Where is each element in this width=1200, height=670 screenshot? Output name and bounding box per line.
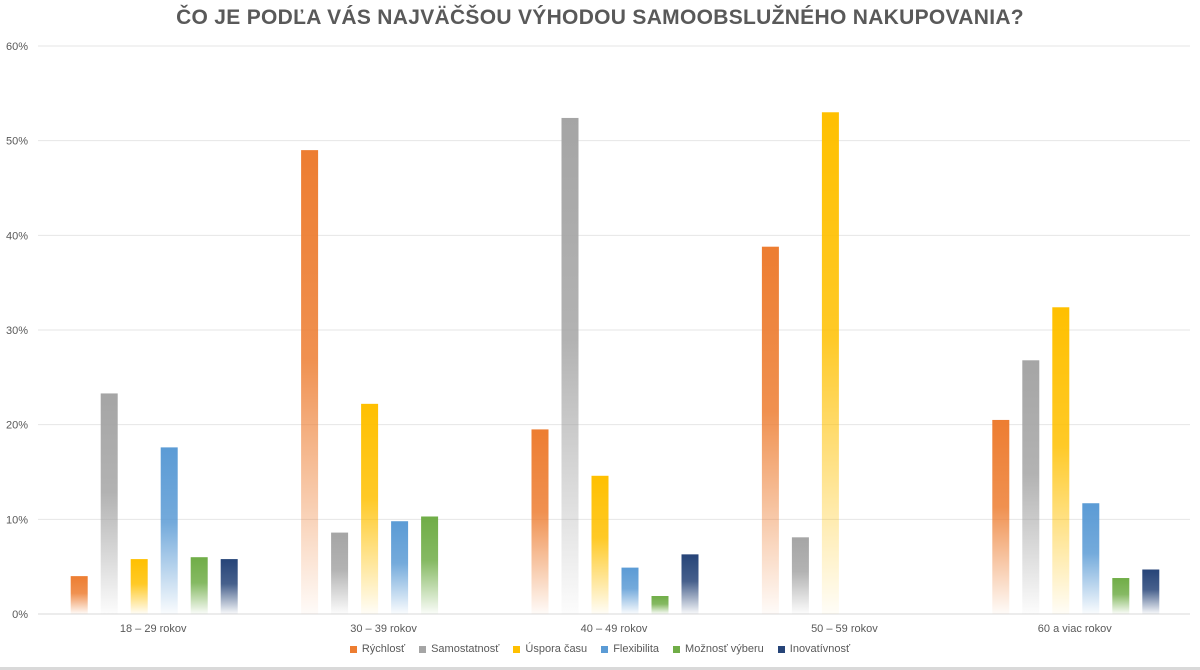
bar xyxy=(220,559,238,614)
bar xyxy=(190,557,208,614)
bar xyxy=(421,516,439,614)
bar xyxy=(821,112,839,615)
bar xyxy=(791,537,809,614)
bar xyxy=(992,419,1010,614)
y-tick-label: 40% xyxy=(6,230,28,242)
legend-label: Rýchlosť xyxy=(361,643,406,655)
x-tick-label: 60 a viac rokov xyxy=(1038,623,1112,635)
legend-item: Možnosť výberu xyxy=(673,643,764,655)
x-tick-label: 18 – 29 rokov xyxy=(120,623,187,635)
bar xyxy=(301,150,319,614)
legend-label: Flexibilita xyxy=(613,643,660,655)
legend-swatch xyxy=(513,645,521,653)
bottom-border xyxy=(0,667,1200,670)
bar xyxy=(651,596,669,614)
legend-label: Samostatnosť xyxy=(431,643,500,655)
bar xyxy=(1082,503,1100,614)
bar xyxy=(1022,360,1040,614)
bar xyxy=(70,576,88,614)
x-tick-label: 50 – 59 rokov xyxy=(811,623,878,635)
legend-item: Úspora času xyxy=(513,643,587,655)
legend: Rýchlosť Samostatnosť Úspora času Flexibili… xyxy=(0,643,1200,655)
bar xyxy=(130,559,148,614)
bar xyxy=(591,475,609,614)
legend-item: Samostatnosť xyxy=(419,643,499,655)
y-tick-label: 50% xyxy=(6,136,28,148)
legend-item: Rýchlosť xyxy=(349,643,406,655)
bar xyxy=(1052,307,1070,614)
legend-label: Inovatívnosť xyxy=(789,643,851,655)
bar xyxy=(531,429,549,614)
legend-item: Inovatívnosť xyxy=(777,643,851,655)
bar xyxy=(361,403,379,614)
legend-label: Úspora času xyxy=(525,643,588,655)
bar xyxy=(1142,569,1160,614)
legend-swatch xyxy=(601,645,609,653)
bar xyxy=(100,393,118,614)
bar xyxy=(1112,578,1130,614)
bar xyxy=(331,532,349,614)
legend-swatch xyxy=(777,645,785,653)
y-tick-label: 0% xyxy=(12,609,28,621)
bar xyxy=(681,554,699,614)
y-tick-label: 30% xyxy=(6,325,28,337)
legend-swatch xyxy=(349,645,357,653)
legend-swatch xyxy=(673,645,681,653)
y-tick-label: 20% xyxy=(6,420,28,432)
bar xyxy=(391,521,409,614)
chart-title: ČO JE PODĽA VÁS NAJVÄČŠOU VÝHODOU SAMOOB… xyxy=(176,6,1024,29)
legend-label: Možnosť výberu xyxy=(685,643,764,655)
y-tick-label: 60% xyxy=(6,41,28,53)
bar xyxy=(621,567,639,614)
legend-item: Flexibilita xyxy=(601,643,659,655)
y-tick-label: 10% xyxy=(6,514,28,526)
bar xyxy=(761,246,779,614)
bar xyxy=(160,447,178,614)
bar xyxy=(561,117,579,615)
legend-swatch xyxy=(419,645,427,653)
x-tick-label: 40 – 49 rokov xyxy=(581,623,648,635)
x-tick-label: 30 – 39 rokov xyxy=(350,623,417,635)
